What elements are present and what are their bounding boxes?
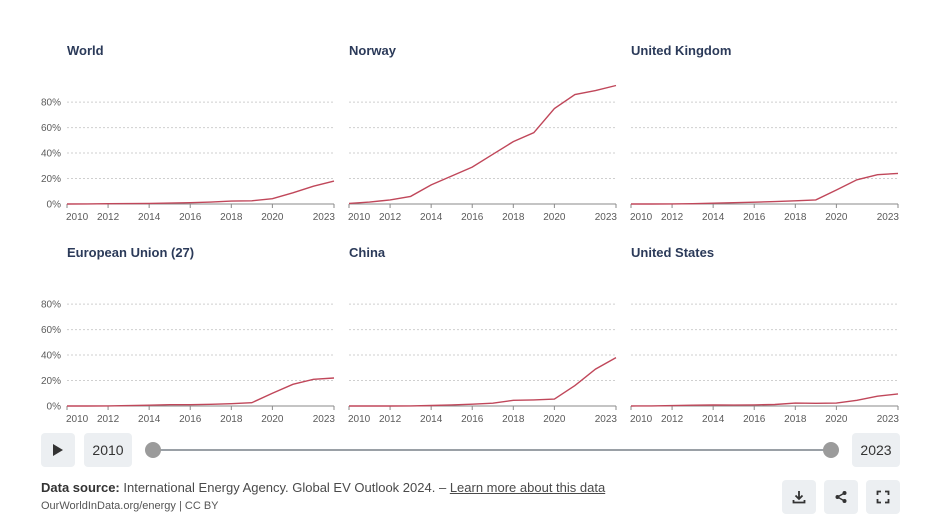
- x-tick-label: 2010: [66, 414, 89, 425]
- y-tick-label: 60%: [41, 325, 61, 336]
- data-source-label: Data source:: [41, 480, 120, 495]
- y-tick-label: 20%: [41, 376, 61, 387]
- x-tick-label: 2020: [825, 414, 848, 425]
- chart-title: China: [349, 245, 386, 260]
- chart-footer: Data source: International Energy Agency…: [41, 480, 605, 512]
- x-tick-label: 2018: [784, 212, 807, 223]
- x-tick-label: 2016: [179, 212, 202, 223]
- y-tick-label: 80%: [41, 300, 61, 311]
- x-tick-label: 2014: [702, 212, 725, 223]
- x-tick-label: 2010: [630, 212, 653, 223]
- x-tick-label: 2023: [877, 212, 900, 223]
- x-tick-label: 2023: [877, 414, 900, 425]
- x-tick-label: 2010: [66, 212, 89, 223]
- chart-grid: World 0% 20% 40% 60% 80% 2010 2012 2014 2016 2018 2…: [41, 43, 899, 425]
- x-tick-label: 2018: [502, 414, 525, 425]
- series-line: [66, 180, 335, 205]
- chart-title: Norway: [349, 43, 397, 58]
- data-source-text: International Energy Agency. Global EV O…: [123, 480, 447, 495]
- x-tick-label: 2016: [743, 414, 766, 425]
- series-line: [348, 84, 617, 205]
- x-tick-label: 2018: [220, 414, 243, 425]
- timeline-end-year[interactable]: 2023: [852, 433, 900, 467]
- chart-title: United States: [631, 245, 714, 260]
- x-tick-label: 2020: [543, 212, 566, 223]
- series-line: [349, 356, 617, 407]
- y-tick-label: 80%: [41, 98, 61, 109]
- x-tick-label: 2010: [630, 414, 653, 425]
- x-tick-label: 2020: [261, 414, 284, 425]
- chart-panel: World 0% 20% 40% 60% 80% 2010 2012 2014 2016 2018 2…: [41, 43, 335, 223]
- chart-panel: Norway 2010 2012 2014 2016 2018 2020 2023: [348, 43, 617, 223]
- x-tick-label: 2023: [313, 414, 336, 425]
- chart-title: United Kingdom: [631, 43, 731, 58]
- download-icon: [792, 491, 806, 504]
- timeline: 2010 2023: [41, 433, 901, 467]
- x-tick-label: 2012: [379, 212, 402, 223]
- timeline-start-handle[interactable]: [145, 442, 161, 458]
- x-tick-label: 2018: [220, 212, 243, 223]
- x-tick-label: 2018: [784, 414, 807, 425]
- credit-line: OurWorldInData.org/energy | CC BY: [41, 500, 219, 512]
- play-button[interactable]: [41, 433, 75, 467]
- series-line: [631, 172, 899, 205]
- learn-more-link[interactable]: Learn more about this data: [449, 480, 606, 495]
- share-icon: [835, 491, 847, 503]
- x-tick-label: 2012: [379, 414, 402, 425]
- series-line: [67, 377, 335, 407]
- x-tick-label: 2010: [348, 212, 371, 223]
- y-tick-label: 40%: [41, 149, 61, 160]
- chart-panel: European Union (27) 0% 20% 40% 60% 80% 2010 201…: [41, 245, 335, 425]
- y-tick-label: 60%: [41, 123, 61, 134]
- x-tick-label: 2012: [661, 414, 684, 425]
- x-tick-label: 2014: [138, 212, 161, 223]
- x-tick-label: 2016: [743, 212, 766, 223]
- download-button[interactable]: [782, 480, 816, 514]
- data-source: Data source: International Energy Agency…: [41, 480, 605, 495]
- x-tick-label: 2016: [461, 414, 484, 425]
- share-button[interactable]: [824, 480, 858, 514]
- x-tick-label: 2016: [461, 212, 484, 223]
- x-tick-label: 2014: [138, 414, 161, 425]
- x-tick-label: 2014: [420, 414, 443, 425]
- timeline-start-year[interactable]: 2010: [84, 433, 132, 467]
- x-tick-label: 2020: [261, 212, 284, 223]
- fullscreen-button[interactable]: [866, 480, 900, 514]
- x-tick-label: 2014: [420, 212, 443, 223]
- y-tick-label: 40%: [41, 351, 61, 362]
- chart-panel: United Kingdom 2010 2012 2014 2016 2018 2020 20…: [630, 43, 899, 223]
- series-line: [630, 393, 899, 407]
- x-tick-label: 2018: [502, 212, 525, 223]
- x-tick-label: 2016: [179, 414, 202, 425]
- x-tick-label: 2020: [543, 414, 566, 425]
- x-tick-label: 2023: [595, 414, 618, 425]
- chart-panel: United States 2010 2012 2014 2016 2018 2020 202…: [630, 245, 899, 425]
- y-tick-label: 0%: [47, 200, 62, 211]
- x-tick-label: 2010: [348, 414, 371, 425]
- play-icon: [53, 444, 63, 456]
- x-tick-label: 2014: [702, 414, 725, 425]
- x-tick-label: 2020: [825, 212, 848, 223]
- fullscreen-icon: [876, 490, 890, 504]
- x-tick-label: 2023: [595, 212, 618, 223]
- y-tick-label: 20%: [41, 174, 61, 185]
- timeline-track[interactable]: [153, 449, 831, 451]
- chart-panel: China 2010 2012 2014 2016 2018 2020 2023: [348, 245, 617, 425]
- x-tick-label: 2012: [661, 212, 684, 223]
- y-tick-label: 0%: [47, 402, 62, 413]
- chart-title: European Union (27): [67, 245, 194, 260]
- chart-title: World: [67, 43, 104, 58]
- x-tick-label: 2012: [97, 212, 120, 223]
- x-tick-label: 2012: [97, 414, 120, 425]
- timeline-end-handle[interactable]: [823, 442, 839, 458]
- x-tick-label: 2023: [313, 212, 336, 223]
- action-buttons: [782, 480, 900, 514]
